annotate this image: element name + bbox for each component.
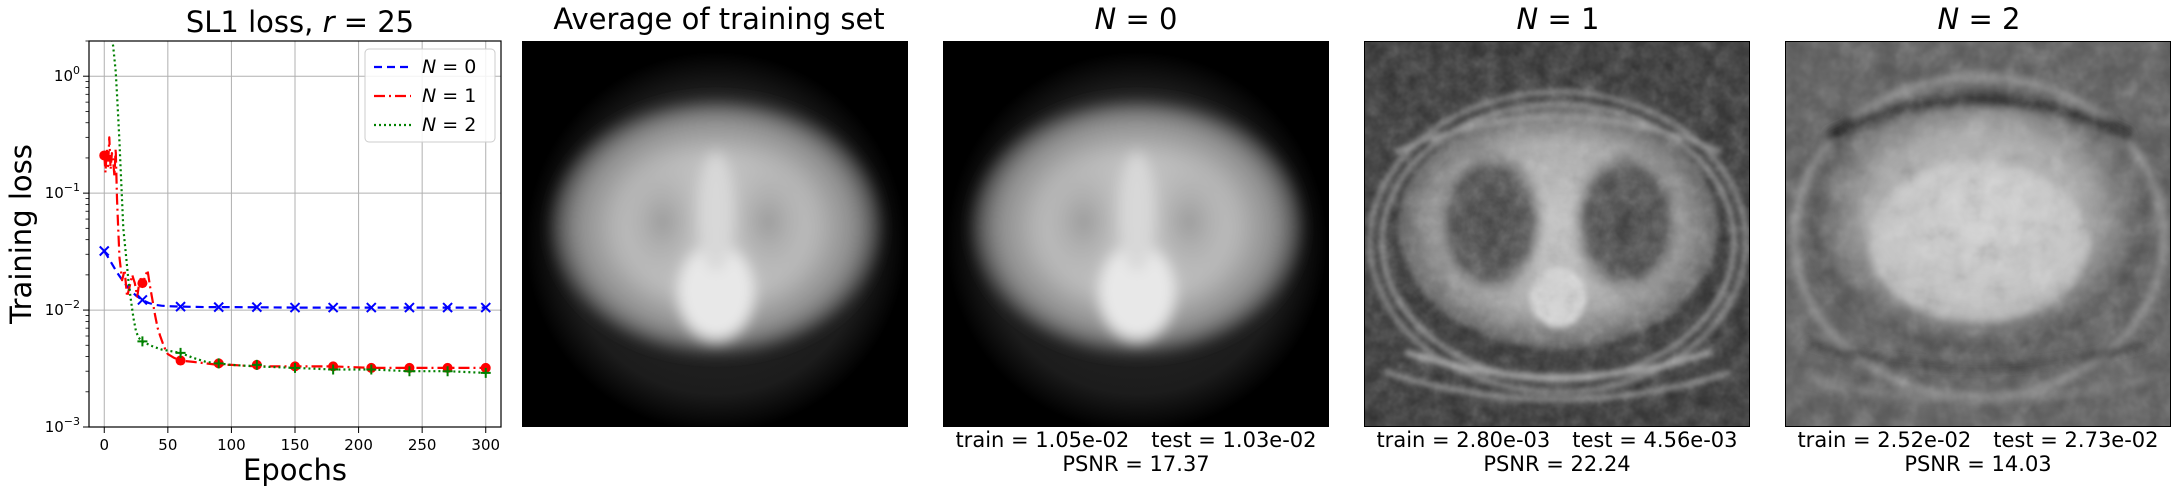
marker-n2 <box>290 362 300 373</box>
y-tick-label: 10−2 <box>45 298 80 319</box>
average-ct-image <box>523 42 907 426</box>
n0-psnr: PSNR = 17.37 <box>1062 452 1210 476</box>
marker-n0 <box>137 294 148 306</box>
marker-n1 <box>99 150 110 161</box>
marker-n2 <box>366 364 377 375</box>
legend-box <box>364 48 496 143</box>
series-lines <box>103 41 486 374</box>
marker-n1 <box>137 278 148 289</box>
legend-label-n0: N = 0 <box>422 56 476 78</box>
series-markers <box>99 150 491 378</box>
y-tick-label: 10−3 <box>45 415 80 436</box>
marker-n0 <box>442 302 453 313</box>
legend-label-n1: N = 1 <box>422 85 476 107</box>
marker-n2 <box>251 359 262 370</box>
marker-n2 <box>480 367 491 378</box>
y-tick-label: 100 <box>54 64 80 85</box>
n0-train-loss: train = 1.05e-02 <box>955 428 1130 452</box>
series-line-n1 <box>103 136 486 369</box>
n1-image-panel <box>1364 41 1750 427</box>
axis-ticks: 0 50 100 150 200 250 300 10−3 10−2 10−1 100 <box>45 40 500 454</box>
marker-n0 <box>289 302 301 313</box>
marker-n0 <box>404 302 415 313</box>
marker-n2 <box>328 364 339 375</box>
n0-test-loss: test = 1.03e-02 <box>1151 428 1317 452</box>
n1-ct-image <box>1365 42 1749 426</box>
x-tick-label: 50 <box>158 436 177 454</box>
n2-ct-image <box>1786 42 2170 426</box>
n0-image-panel <box>943 41 1329 427</box>
marker-n2 <box>175 347 186 358</box>
series-line-n0 <box>103 250 486 309</box>
y-axis-label: Training loss <box>4 144 38 325</box>
x-tick-label: 200 <box>344 436 373 454</box>
chart-title: SL1 loss, r = 25 <box>186 5 414 39</box>
panel-title-n0: N = 0 <box>1094 2 1178 36</box>
legend: N = 0 N = 1 N = 2 <box>364 48 496 143</box>
n2-psnr: PSNR = 14.03 <box>1904 452 2052 476</box>
x-tick-label: 250 <box>408 436 437 454</box>
x-axis-label: Epochs <box>243 453 347 487</box>
marker-n2 <box>213 358 224 369</box>
n2-test-loss: test = 2.73e-02 <box>1993 428 2159 452</box>
x-tick-label: 100 <box>217 436 246 454</box>
y-tick-label: 10−1 <box>45 181 80 202</box>
n2-image-panel <box>1785 41 2171 427</box>
loss-chart: SL1 loss, r = 25 0 50 100 150 200 250 300 10−3 1… <box>4 5 502 487</box>
caption-n2-losses: train = 2.52e-02 test = 2.73e-02 <box>1768 428 2173 452</box>
n1-psnr: PSNR = 22.24 <box>1483 452 1631 476</box>
panel-title-average: Average of training set <box>553 2 885 36</box>
n1-train-loss: train = 2.80e-03 <box>1376 428 1551 452</box>
average-image-panel <box>522 41 908 427</box>
marker-n0 <box>480 302 491 313</box>
x-tick-label: 0 <box>99 436 109 454</box>
n2-train-loss: train = 2.52e-02 <box>1797 428 1972 452</box>
panel-title-n1: N = 1 <box>1516 2 1600 36</box>
series-line-n2 <box>111 41 486 374</box>
panel-title-n2: N = 2 <box>1937 2 2021 36</box>
marker-n2 <box>137 336 148 347</box>
caption-n2: train = 2.52e-02 test = 2.73e-02 PSNR = 1… <box>1768 428 2173 476</box>
n1-test-loss: test = 4.56e-03 <box>1572 428 1738 452</box>
marker-n0 <box>366 302 377 313</box>
marker-n0 <box>99 245 110 257</box>
marker-n2 <box>404 366 415 377</box>
caption-n0: train = 1.05e-02 test = 1.03e-02 PSNR = 1… <box>926 428 1346 476</box>
legend-label-n2: N = 2 <box>422 114 476 136</box>
x-tick-label: 150 <box>281 436 310 454</box>
marker-n0 <box>251 301 263 313</box>
marker-n0 <box>213 301 224 313</box>
marker-n0 <box>175 301 186 312</box>
marker-n0 <box>327 302 339 313</box>
caption-n1-losses: train = 2.80e-03 test = 4.56e-03 <box>1347 428 1767 452</box>
n0-ct-image <box>944 42 1328 426</box>
marker-n1 <box>175 355 186 366</box>
caption-n1: train = 2.80e-03 test = 4.56e-03 PSNR = 2… <box>1347 428 1767 476</box>
marker-n2 <box>442 366 453 377</box>
x-tick-label: 300 <box>471 436 500 454</box>
caption-n0-losses: train = 1.05e-02 test = 1.03e-02 <box>926 428 1346 452</box>
